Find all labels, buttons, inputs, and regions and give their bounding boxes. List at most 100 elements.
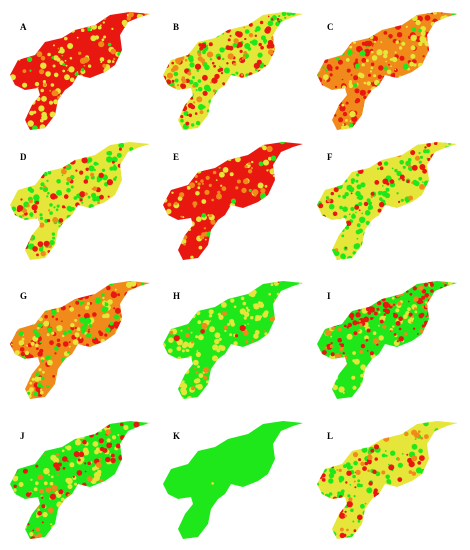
speckle: [142, 442, 146, 447]
speckle: [66, 18, 70, 22]
speckle: [173, 227, 176, 230]
speckle: [378, 537, 385, 539]
speckle: [317, 216, 321, 222]
speckle: [202, 90, 208, 96]
speckle: [446, 116, 453, 124]
speckle: [219, 171, 225, 178]
speckle: [134, 89, 140, 95]
speckle: [90, 241, 93, 244]
speckle: [133, 304, 139, 309]
speckle: [105, 142, 107, 143]
speckle: [244, 43, 251, 49]
speckle: [399, 206, 405, 211]
speckle: [62, 424, 66, 428]
speckle: [304, 34, 306, 36]
speckle: [117, 293, 121, 297]
speckle: [29, 492, 32, 495]
speckle: [70, 222, 76, 229]
speckle: [278, 20, 281, 23]
speckle: [177, 381, 184, 388]
speckle: [341, 52, 345, 56]
speckle: [69, 381, 75, 387]
speckle: [430, 153, 437, 160]
speckle: [297, 374, 301, 378]
speckle: [149, 308, 150, 312]
speckle: [320, 427, 327, 434]
speckle: [118, 142, 125, 149]
speckle: [108, 241, 113, 246]
speckle: [257, 361, 263, 368]
speckle: [425, 315, 428, 318]
speckle: [132, 383, 136, 387]
speckle: [140, 231, 145, 236]
speckle: [317, 523, 321, 529]
speckle: [142, 77, 146, 81]
speckle: [302, 33, 303, 37]
speckle: [79, 207, 86, 214]
region-map: [317, 281, 457, 399]
speckle: [451, 326, 454, 329]
speckle: [84, 462, 87, 465]
speckle: [53, 206, 56, 209]
speckle: [392, 114, 398, 120]
speckle: [243, 349, 248, 353]
speckle: [382, 381, 389, 388]
speckle: [340, 303, 343, 306]
speckle: [431, 464, 435, 468]
speckle: [385, 504, 389, 508]
speckle: [325, 68, 329, 72]
speckle: [301, 95, 303, 99]
speckle: [395, 242, 399, 246]
speckle: [30, 53, 34, 57]
speckle: [275, 116, 282, 124]
speckle: [66, 181, 70, 186]
speckle: [277, 374, 281, 379]
speckle: [166, 72, 174, 79]
speckle: [26, 204, 30, 208]
speckle: [10, 153, 12, 158]
speckle: [363, 282, 369, 288]
speckle: [236, 31, 243, 38]
speckle: [82, 524, 87, 530]
speckle: [92, 186, 98, 191]
speckle: [375, 496, 382, 503]
speckle: [222, 392, 227, 397]
speckle: [369, 70, 373, 73]
speckle: [314, 256, 317, 259]
speckle: [451, 496, 457, 503]
speckle: [359, 323, 363, 327]
speckle: [353, 307, 356, 310]
speckle: [136, 29, 140, 33]
speckle: [446, 457, 451, 462]
speckle: [244, 165, 248, 169]
speckle: [18, 445, 23, 451]
speckle: [425, 70, 430, 75]
speckle: [163, 153, 168, 158]
speckle: [169, 307, 173, 311]
speckle: [407, 164, 411, 168]
speckle: [377, 147, 381, 151]
speckle: [198, 104, 205, 111]
speckle: [381, 297, 386, 302]
speckle: [204, 291, 210, 297]
speckle: [123, 29, 126, 32]
speckle: [130, 375, 136, 380]
speckle: [85, 361, 90, 366]
speckle: [115, 443, 121, 449]
speckle: [289, 294, 294, 299]
panel-label: H: [173, 291, 180, 301]
speckle: [337, 444, 341, 448]
speckle: [276, 371, 279, 374]
speckle: [117, 70, 123, 75]
speckle: [67, 357, 71, 362]
speckle: [453, 525, 457, 529]
speckle: [25, 461, 30, 466]
speckle: [323, 505, 328, 510]
speckle: [414, 206, 420, 211]
speckle: [440, 53, 447, 61]
speckle: [86, 346, 91, 351]
speckle: [135, 362, 138, 365]
speckle: [41, 496, 44, 499]
speckle: [86, 332, 92, 338]
speckle: [382, 77, 386, 82]
